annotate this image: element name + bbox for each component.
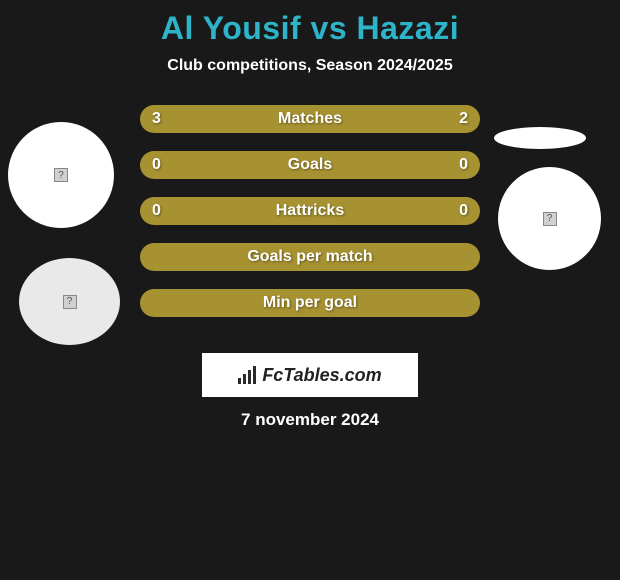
right-circle: ? — [498, 167, 601, 270]
logo-text: FcTables.com — [262, 365, 381, 386]
stat-label: Goals per match — [247, 248, 372, 266]
stat-row: 0 Goals 0 — [140, 151, 480, 179]
subtitle: Club competitions, Season 2024/2025 — [0, 57, 620, 75]
stat-right-value: 0 — [459, 156, 468, 174]
stat-right-value: 2 — [459, 110, 468, 128]
placeholder-image-icon: ? — [63, 295, 77, 309]
stat-label: Goals — [288, 156, 332, 174]
stat-row: 3 Matches 2 — [140, 105, 480, 133]
placeholder-image-icon: ? — [543, 212, 557, 226]
date-text: 7 november 2024 — [0, 410, 620, 430]
stat-label: Matches — [278, 110, 342, 128]
stat-row: Min per goal — [140, 289, 480, 317]
stat-right-value: 0 — [459, 202, 468, 220]
page-title: Al Yousif vs Hazazi — [0, 0, 620, 47]
logo-box: FcTables.com — [202, 353, 418, 397]
stat-left-value: 3 — [152, 110, 161, 128]
logo-bars-icon — [238, 366, 256, 384]
stat-left-value: 0 — [152, 156, 161, 174]
stat-left-value: 0 — [152, 202, 161, 220]
stat-label: Hattricks — [276, 202, 344, 220]
placeholder-image-icon: ? — [54, 168, 68, 182]
stat-row: Goals per match — [140, 243, 480, 271]
left-circle-1: ? — [8, 122, 114, 228]
left-circle-2: ? — [19, 258, 120, 345]
stat-label: Min per goal — [263, 294, 357, 312]
logo: FcTables.com — [238, 365, 381, 386]
right-ellipse — [494, 127, 586, 149]
stat-row: 0 Hattricks 0 — [140, 197, 480, 225]
